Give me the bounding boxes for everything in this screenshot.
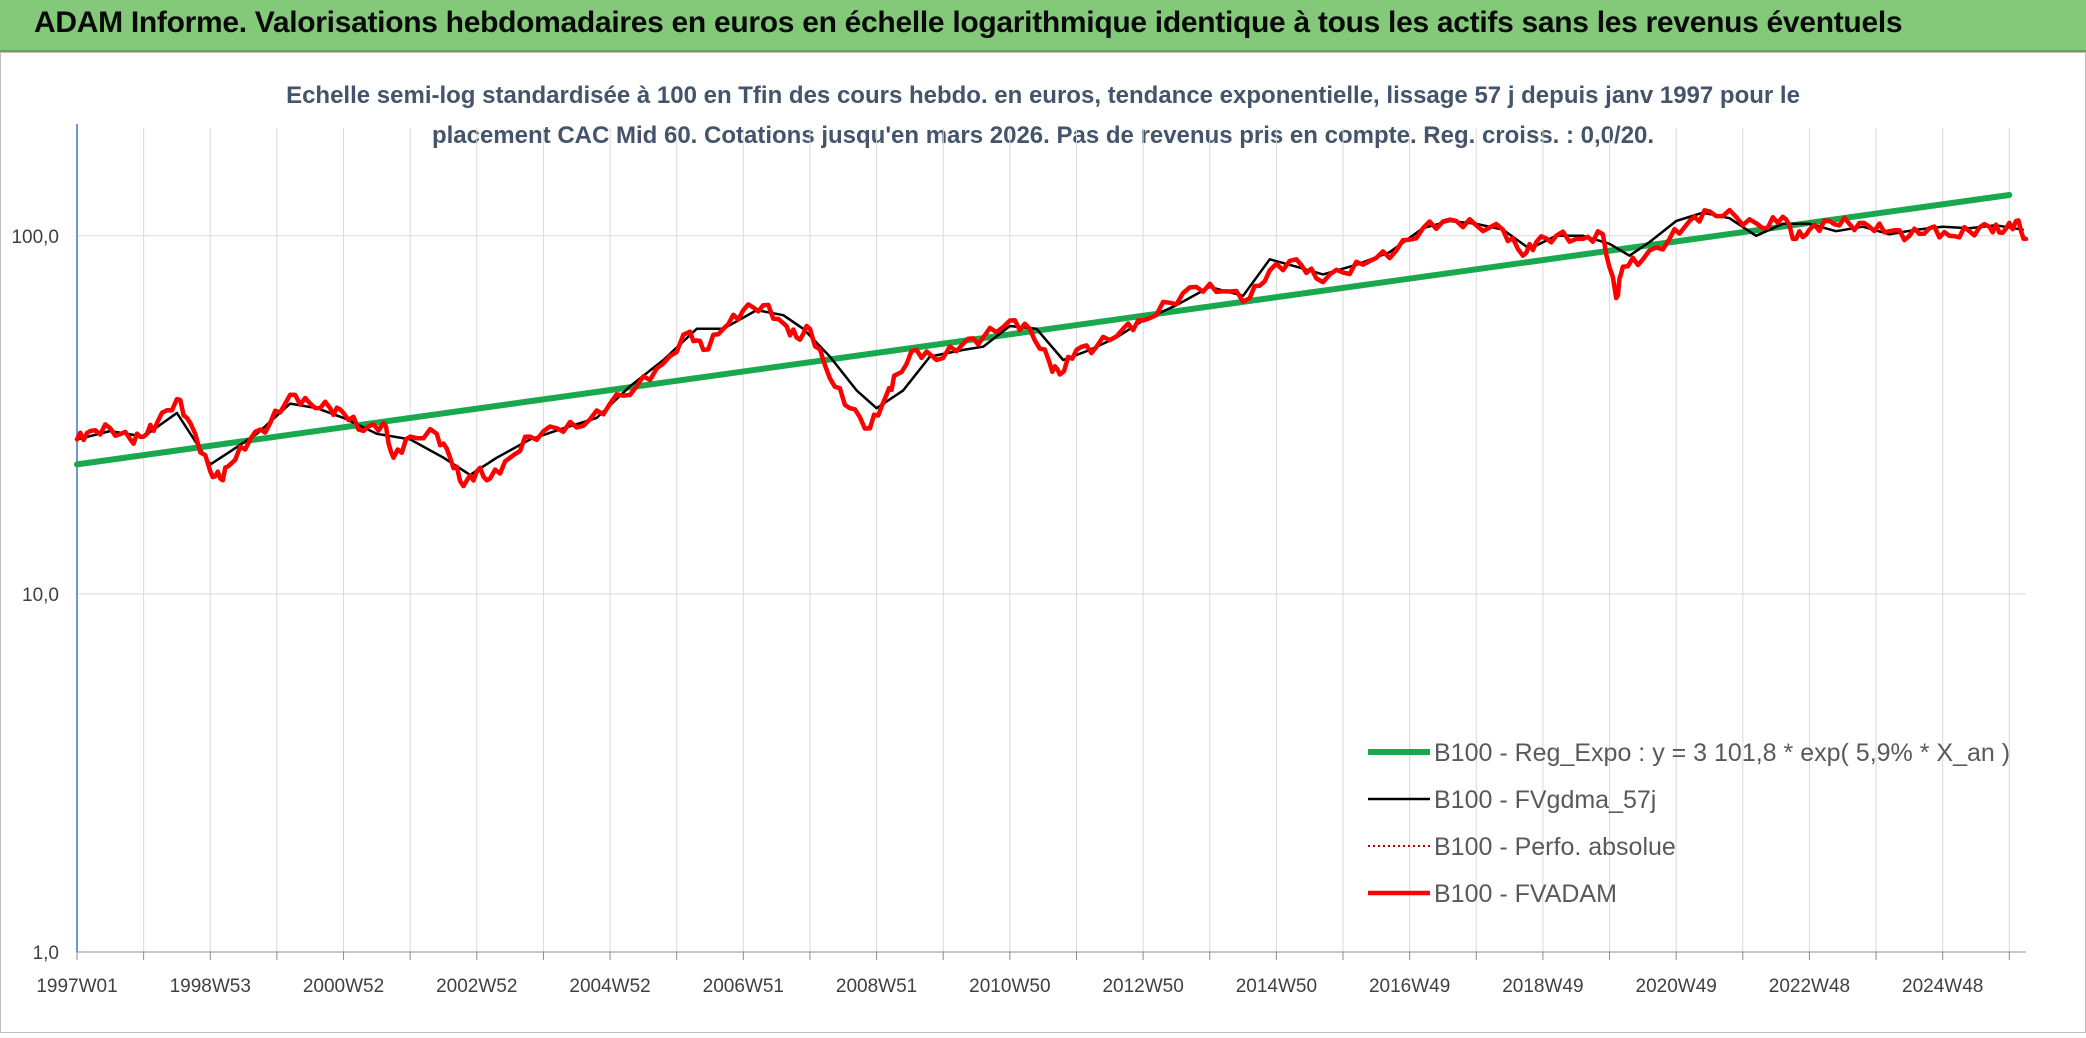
series-line-trend — [74, 192, 2013, 468]
series-line-adam — [74, 207, 2029, 489]
x-tick-label: 2000W52 — [303, 976, 384, 997]
chart-border — [0, 52, 2086, 1033]
y-tick-label: 100,0 — [11, 227, 59, 248]
x-tick-label: 1997W01 — [36, 976, 117, 997]
x-tick-label: 2014W50 — [1236, 976, 1317, 997]
axes: 1997W01 1998W53 2000W52 2002W52 2004W52 2006W… — [11, 124, 2026, 997]
x-tick-label: 2010W50 — [969, 976, 1050, 997]
legend-label-perf: B100 - Perfo. absolue — [1434, 833, 1676, 861]
legend-label-smooth: B100 - FVgdma_57j — [1434, 786, 1656, 814]
title-banner: ADAM Informe. Valorisations hebdomadaire… — [0, 0, 2086, 52]
legend-label-adam: B100 - FVADAM — [1434, 880, 1617, 908]
x-tick-label: 2016W49 — [1369, 976, 1450, 997]
x-tick-label: 2020W49 — [1636, 976, 1717, 997]
series-lines — [74, 192, 2029, 489]
x-tick-label: 2004W52 — [569, 976, 650, 997]
chart-title-line-1: Echelle semi-log standardisée à 100 en T… — [286, 82, 1800, 109]
legend: B100 - Reg_Expo : y = 3 101,8 * exp( 5,9… — [1368, 739, 2010, 908]
y-tick-label: 1,0 — [33, 943, 59, 964]
x-tick-label: 2008W51 — [836, 976, 917, 997]
line-chart: Echelle semi-log standardisée à 100 en T… — [0, 52, 2086, 1033]
x-tick-label: 1998W53 — [170, 976, 251, 997]
x-tick-label: 2012W50 — [1102, 976, 1183, 997]
x-tick-label: 2024W48 — [1902, 976, 1983, 997]
chart-title-line-2: placement CAC Mid 60. Cotations jusqu'en… — [432, 122, 1654, 149]
y-tick-label: 10,0 — [22, 585, 59, 606]
legend-label-trend: B100 - Reg_Expo : y = 3 101,8 * exp( 5,9… — [1434, 739, 2010, 767]
x-tick-label: 2002W52 — [436, 976, 517, 997]
chart-area: Echelle semi-log standardisée à 100 en T… — [0, 52, 2086, 1033]
x-tick-label: 2006W51 — [703, 976, 784, 997]
x-tick-label: 2018W49 — [1502, 976, 1583, 997]
x-tick-label: 2022W48 — [1769, 976, 1850, 997]
page-title: ADAM Informe. Valorisations hebdomadaire… — [34, 6, 1903, 39]
